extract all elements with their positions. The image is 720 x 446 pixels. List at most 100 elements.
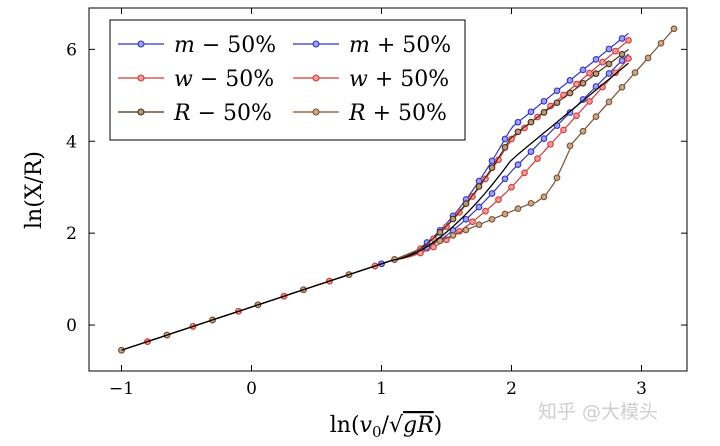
data-point bbox=[462, 215, 470, 223]
legend-label: w + 50% bbox=[349, 67, 449, 92]
data-point bbox=[631, 69, 639, 76]
data-point bbox=[547, 140, 554, 148]
legend-swatch-marker bbox=[312, 74, 320, 82]
data-point bbox=[553, 87, 561, 95]
data-point bbox=[508, 135, 515, 143]
data-point bbox=[566, 89, 574, 97]
data-point bbox=[501, 135, 509, 143]
data-point bbox=[618, 35, 626, 42]
data-point bbox=[534, 155, 541, 162]
series-5 bbox=[118, 25, 678, 354]
data-point bbox=[618, 83, 626, 91]
legend-item: w + 50% bbox=[293, 67, 449, 92]
data-point bbox=[670, 25, 678, 33]
data-point bbox=[553, 99, 561, 107]
data-point bbox=[449, 215, 457, 223]
data-point bbox=[430, 243, 437, 251]
watermark: 知乎 @大模头 bbox=[538, 401, 658, 423]
legend-swatch-marker bbox=[312, 40, 320, 48]
data-point bbox=[540, 135, 548, 142]
data-point bbox=[514, 205, 522, 212]
data-point bbox=[449, 232, 457, 239]
legend: m − 50% m + 50% w − 50% w + 50% R − 50% R + 5… bbox=[109, 19, 466, 141]
data-point bbox=[566, 109, 574, 116]
data-point bbox=[540, 97, 548, 105]
data-point bbox=[657, 39, 665, 47]
data-point bbox=[579, 66, 587, 74]
data-point bbox=[573, 80, 580, 88]
data-point bbox=[527, 148, 535, 155]
legend-label: m − 50% bbox=[174, 33, 276, 58]
x-tick-label: 1 bbox=[376, 379, 387, 399]
data-point bbox=[605, 98, 613, 106]
data-point bbox=[644, 54, 652, 62]
data-point bbox=[462, 226, 470, 234]
data-point bbox=[527, 199, 535, 207]
x-tick-label: 2 bbox=[506, 379, 517, 399]
x-tick-label: 3 bbox=[636, 379, 647, 399]
data-point bbox=[495, 196, 502, 203]
data-point bbox=[488, 157, 496, 165]
legend-box bbox=[109, 19, 466, 141]
data-point bbox=[527, 108, 535, 116]
chart-curves bbox=[118, 25, 678, 354]
data-point bbox=[469, 218, 476, 226]
legend-item: R + 50% bbox=[293, 101, 447, 126]
series-6 bbox=[121, 62, 629, 351]
data-point bbox=[579, 127, 587, 135]
data-point bbox=[579, 96, 587, 103]
data-point bbox=[475, 183, 483, 190]
legend-label: R + 50% bbox=[348, 101, 447, 126]
data-point bbox=[566, 77, 574, 84]
data-point bbox=[521, 169, 528, 177]
data-point bbox=[553, 174, 561, 182]
axis-ticks: −1 0 1 2 3 0 2 4 6 bbox=[66, 8, 687, 399]
data-point bbox=[527, 118, 535, 126]
data-point bbox=[501, 210, 509, 218]
data-point bbox=[475, 203, 483, 211]
data-point bbox=[488, 215, 496, 223]
data-point bbox=[612, 47, 619, 55]
legend-item: R − 50% bbox=[118, 101, 272, 126]
series-line bbox=[121, 62, 629, 351]
data-point bbox=[618, 50, 626, 58]
data-point bbox=[514, 118, 522, 126]
legend-swatch-marker bbox=[137, 40, 145, 48]
legend-item: m + 50% bbox=[293, 33, 451, 58]
legend-item: m − 50% bbox=[118, 33, 276, 58]
data-point bbox=[540, 193, 548, 201]
data-point bbox=[605, 45, 613, 53]
data-point bbox=[605, 70, 613, 77]
y-tick-label: 2 bbox=[66, 224, 77, 244]
legend-items: m − 50% m + 50% w − 50% w + 50% R − 50% R + 5… bbox=[118, 33, 451, 126]
legend-item: w − 50% bbox=[118, 67, 274, 92]
data-point bbox=[488, 190, 496, 197]
data-point bbox=[501, 175, 509, 183]
data-point bbox=[488, 164, 496, 172]
legend-swatch-marker bbox=[312, 108, 320, 116]
y-tick-label: 6 bbox=[66, 40, 77, 60]
legend-swatch-marker bbox=[137, 108, 145, 116]
x-tick-label: 0 bbox=[246, 379, 257, 399]
data-point bbox=[579, 79, 587, 87]
data-point bbox=[462, 200, 470, 207]
y-tick-label: 4 bbox=[66, 132, 77, 152]
legend-label: m + 50% bbox=[349, 33, 451, 58]
data-point bbox=[475, 221, 483, 229]
legend-label: R − 50% bbox=[173, 101, 272, 126]
data-point bbox=[501, 144, 509, 151]
data-point bbox=[618, 57, 626, 64]
data-point bbox=[514, 128, 522, 136]
data-point bbox=[560, 126, 567, 134]
data-point bbox=[592, 56, 600, 63]
data-point bbox=[514, 161, 522, 168]
data-point bbox=[540, 109, 548, 116]
legend-swatch-marker bbox=[137, 74, 145, 82]
y-axis-label: ln(X/R) bbox=[22, 151, 47, 229]
data-point bbox=[625, 55, 632, 62]
data-point bbox=[592, 113, 600, 120]
data-point bbox=[482, 207, 489, 215]
data-point bbox=[586, 69, 593, 77]
data-point bbox=[573, 112, 580, 120]
plot-frame bbox=[88, 7, 688, 372]
